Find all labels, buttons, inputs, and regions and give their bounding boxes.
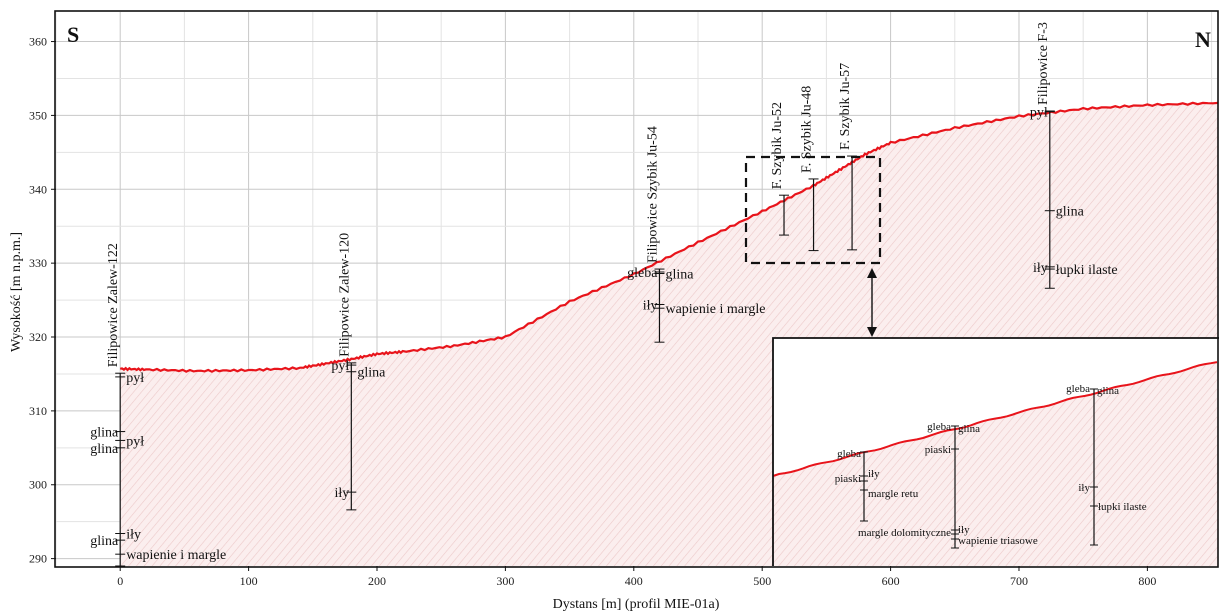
- inset-layer-label: iły: [868, 468, 880, 480]
- inset-layer-label: gleba: [1066, 383, 1090, 395]
- y-axis-label: Wysokość [m n.p.m.]: [9, 232, 24, 352]
- layer-label: iły: [126, 527, 141, 542]
- y-tick-label: 300: [29, 478, 47, 492]
- inset-layer-label: wapienie triasowe: [958, 535, 1038, 547]
- layer-label: pył: [1030, 106, 1048, 121]
- inset-terrain-fill: [773, 362, 1218, 566]
- layer-label: iły: [335, 486, 350, 501]
- borehole-name: Filipowice Zalew-120: [337, 233, 352, 357]
- inset-layer-label: piaski: [925, 444, 951, 456]
- borehole: F. Szybik Ju-57: [838, 63, 858, 251]
- layer-label: wapienie i margle: [126, 548, 226, 563]
- layer-label: glina: [665, 267, 694, 282]
- x-axis-ticks: 0 100 200 300 400 500 600 700 800: [117, 566, 1156, 588]
- zoom-arrow-head-top: [867, 268, 877, 278]
- x-tick-label: 800: [1138, 574, 1156, 588]
- layer-label: pył: [331, 359, 349, 374]
- inset-borehole: [951, 425, 959, 549]
- layer-label: iły: [1033, 261, 1048, 276]
- layer-label: łupki ilaste: [1056, 263, 1118, 278]
- borehole: F. Szybik Ju-52: [770, 102, 790, 236]
- borehole-name: Filipowice Zalew-122: [106, 243, 121, 367]
- inset-profile-line: [772, 361, 1218, 477]
- layer-label: iły: [643, 299, 658, 314]
- zoom-selection-box: [744, 155, 882, 265]
- x-tick-label: 700: [1010, 574, 1028, 588]
- x-tick-label: 400: [625, 574, 643, 588]
- layer-label: pył: [126, 371, 144, 386]
- borehole-name: Filipowice Szybik Ju-54: [645, 126, 660, 263]
- borehole: Filipowice F-3: [1036, 22, 1055, 289]
- x-tick-label: 600: [882, 574, 900, 588]
- borehole-name: F. Szybik Ju-52: [770, 102, 785, 189]
- layer-label: pył: [126, 434, 144, 449]
- boreholes: Filipowice Zalew-122 Filipowice Zalew-120…: [90, 22, 1118, 567]
- layer-label: wapienie i margle: [665, 302, 765, 317]
- inset-layer-label: glina: [958, 423, 980, 435]
- x-tick-label: 200: [368, 574, 386, 588]
- corner-label-south: S: [67, 22, 79, 47]
- borehole-name: F. Szybik Ju-48: [800, 86, 815, 173]
- x-tick-label: 500: [753, 574, 771, 588]
- borehole-name: F. Szybik Ju-57: [838, 63, 853, 150]
- inset-frame: [772, 337, 1219, 566]
- borehole-name: Filipowice F-3: [1036, 22, 1051, 105]
- inset-layer-label: piaski: [835, 473, 861, 485]
- inset-layer-label: iły: [958, 524, 970, 536]
- x-tick-label: 100: [240, 574, 258, 588]
- y-axis-ticks: 290 300 310 320 330 340 350 360: [29, 35, 56, 566]
- inset-borehole: [1090, 388, 1098, 546]
- inset-layer-label: glina: [1097, 385, 1119, 397]
- layer-label: glina: [357, 366, 386, 381]
- x-axis-label: Dystans [m] (profil MIE-01a): [553, 597, 720, 612]
- y-tick-label: 320: [29, 330, 47, 344]
- corner-label-north: N: [1195, 27, 1211, 52]
- profile-line: [119, 101, 1218, 373]
- inset-layer-label: gleba: [927, 421, 951, 433]
- layer-label: glina: [90, 534, 119, 549]
- y-tick-label: 350: [29, 108, 47, 122]
- inset-borehole: [860, 451, 868, 522]
- zoom-arrow-head-bottom: [867, 327, 877, 337]
- layer-label: glina: [1056, 205, 1085, 220]
- inset-layer-label: łupki ilaste: [1098, 501, 1147, 513]
- inset-layer-label: gleba: [837, 448, 861, 460]
- borehole: F. Szybik Ju-48: [800, 86, 819, 252]
- inset-detail: gleba piaski iły margle retu gleba glina piask…: [772, 337, 1219, 566]
- x-tick-label: 300: [496, 574, 514, 588]
- inset-layer-label: margle retu: [868, 488, 919, 500]
- y-tick-label: 330: [29, 256, 47, 270]
- inset-layer-label: margle dolomityczne: [858, 527, 951, 539]
- y-tick-label: 290: [29, 552, 47, 566]
- layer-label: glina: [90, 442, 119, 457]
- layer-label: gleba: [627, 266, 658, 281]
- y-tick-label: 310: [29, 404, 47, 418]
- y-tick-label: 340: [29, 182, 47, 196]
- x-tick-label: 0: [117, 574, 123, 588]
- inset-layer-label: iły: [1078, 482, 1090, 494]
- borehole: Filipowice Zalew-120: [337, 233, 357, 511]
- y-tick-label: 360: [29, 35, 47, 49]
- borehole: Filipowice Szybik Ju-54: [645, 126, 665, 343]
- plot-frame: [54, 10, 1219, 568]
- layer-label: glina: [90, 426, 119, 441]
